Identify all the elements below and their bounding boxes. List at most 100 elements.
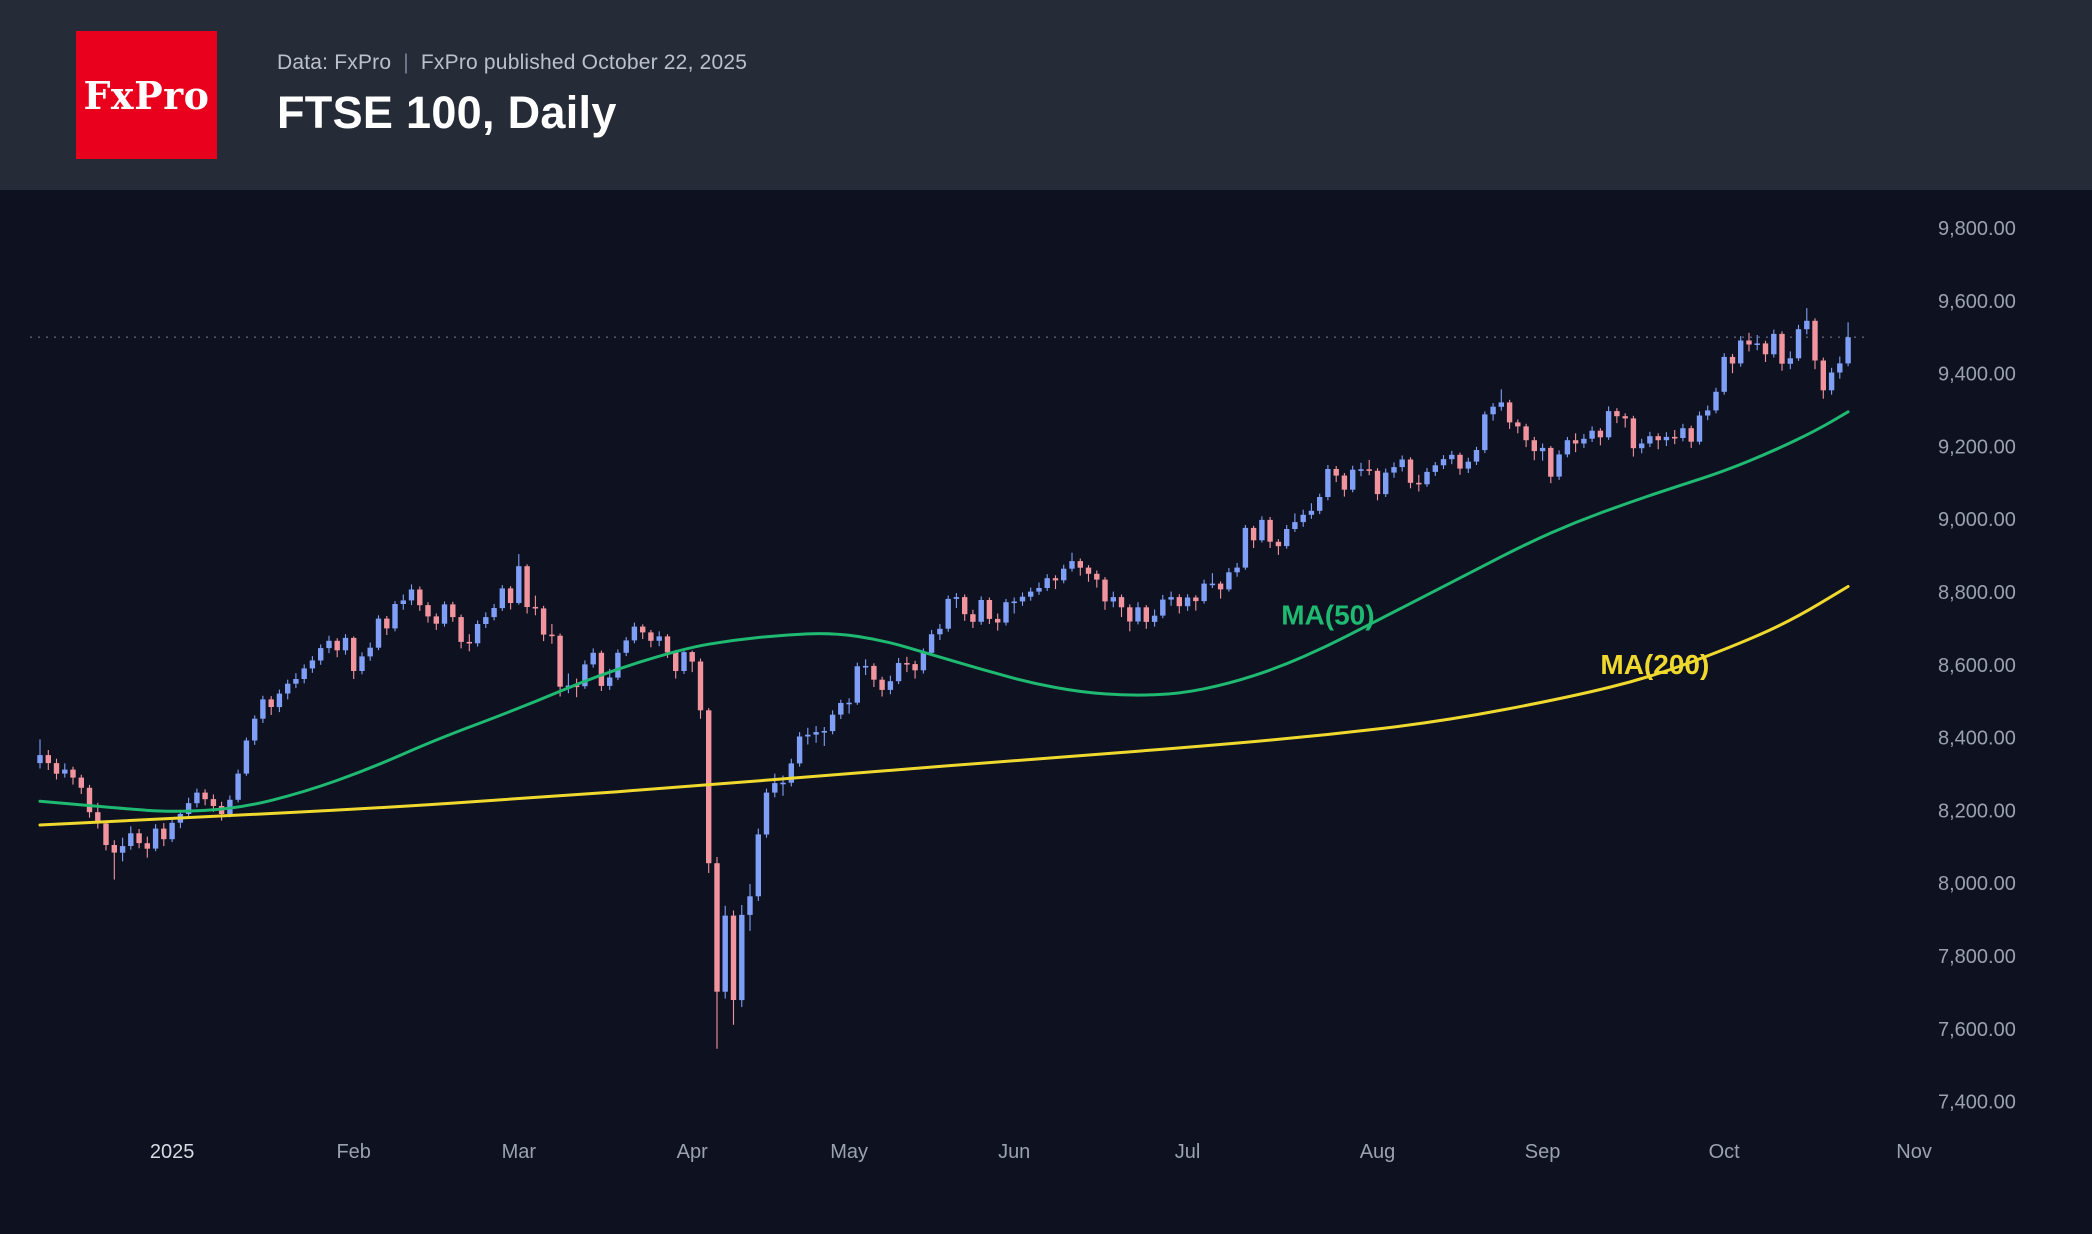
candle-body (1028, 591, 1034, 597)
y-axis-label[interactable]: 9,200.00 (1938, 436, 2016, 458)
x-axis-label[interactable]: Apr (677, 1141, 708, 1163)
candle-body (813, 732, 819, 735)
candle-body (549, 634, 555, 637)
candle-body (516, 566, 522, 603)
y-axis-label[interactable]: 7,800.00 (1938, 946, 2016, 968)
page-title: FTSE 100, Daily (277, 87, 617, 138)
x-axis-label[interactable]: Sep (1525, 1141, 1561, 1163)
y-axis-label[interactable]: 9,600.00 (1938, 291, 2016, 313)
candle-body (1812, 320, 1818, 361)
candle-body (1639, 443, 1645, 449)
candle-body (1729, 356, 1736, 364)
y-axis-label[interactable]: 8,200.00 (1938, 800, 2016, 822)
candle-body (128, 833, 134, 846)
candle-body (194, 792, 200, 804)
candle-body (1242, 527, 1249, 568)
candle-body (1102, 579, 1108, 602)
candle-body (1267, 519, 1273, 542)
candle-body (598, 652, 605, 686)
candle-body (1317, 497, 1323, 511)
candle-body (1539, 447, 1546, 452)
candle-body (1688, 428, 1694, 442)
candle-body (1383, 472, 1389, 495)
candle-body (640, 626, 646, 633)
candle-body (111, 845, 117, 853)
y-axis-label[interactable]: 9,400.00 (1938, 364, 2016, 386)
y-axis-label[interactable]: 9,800.00 (1938, 218, 2016, 240)
x-axis-label[interactable]: May (830, 1141, 868, 1163)
candle-body (1300, 514, 1306, 523)
candle-body (1135, 607, 1141, 622)
candle-body (1630, 418, 1637, 449)
candle-body (986, 600, 993, 619)
candle-body (260, 699, 266, 719)
candle-body (912, 664, 918, 671)
candle-body (1209, 583, 1216, 586)
x-axis-label[interactable]: 2025 (150, 1141, 195, 1163)
candle-body (582, 664, 588, 687)
y-axis-label[interactable]: 8,000.00 (1938, 873, 2016, 895)
candle-body (1754, 343, 1760, 345)
candle-body (309, 660, 316, 669)
candle-body (507, 588, 514, 603)
candle-body (95, 812, 101, 824)
candle-body (970, 614, 976, 622)
candle-body (293, 679, 299, 684)
candle-body (945, 598, 951, 629)
candle-body (1019, 596, 1026, 602)
y-axis-label[interactable]: 7,400.00 (1938, 1092, 2016, 1114)
candle-body (1416, 482, 1422, 485)
candle-body (392, 604, 398, 629)
candle-body (1482, 414, 1488, 451)
x-axis-label[interactable]: Nov (1896, 1141, 1932, 1163)
candle-body (1292, 522, 1298, 529)
candle-body (152, 828, 159, 849)
candle-body (169, 822, 175, 840)
candle-body (1548, 447, 1554, 477)
candle-body (285, 683, 291, 694)
candle-body (1036, 588, 1042, 592)
candle-body (788, 763, 794, 783)
candle-body (441, 604, 448, 624)
y-axis-label[interactable]: 8,400.00 (1938, 728, 2016, 750)
candle-body (1275, 541, 1282, 547)
candle-body (664, 636, 671, 653)
candle-body (1118, 597, 1125, 608)
y-axis-label[interactable]: 8,800.00 (1938, 582, 2016, 604)
candle-body (796, 736, 803, 764)
candle-body (829, 714, 836, 732)
y-axis-label[interactable]: 7,600.00 (1938, 1019, 2016, 1041)
candle-body (375, 618, 382, 648)
candle-body (1407, 459, 1414, 483)
candle-body (1531, 440, 1537, 452)
x-axis-label[interactable]: Aug (1360, 1141, 1396, 1163)
ma50-line (38, 410, 1850, 813)
candle-body (1168, 597, 1174, 600)
candle-body (648, 632, 654, 641)
candle-body (1787, 358, 1793, 364)
candle-body (359, 656, 365, 671)
x-axis-label[interactable]: Mar (502, 1141, 537, 1163)
candle-body (1440, 459, 1447, 466)
y-axis-label[interactable]: 8,600.00 (1938, 655, 2016, 677)
candle-body (210, 799, 217, 806)
candle-body (1284, 529, 1290, 547)
candle-body (400, 600, 406, 604)
candle-body (1465, 461, 1471, 469)
candle-body (623, 640, 629, 653)
x-axis-label[interactable]: Jun (998, 1141, 1030, 1163)
candle-body (1325, 469, 1331, 497)
price-chart[interactable]: MA(50) MA(200) 9,800.00 9,600.00 9,400.00 9,2… (0, 190, 2092, 1234)
chart-canvas[interactable]: MA(50) MA(200) 9,800.00 9,600.00 9,400.00 9,2… (0, 190, 2092, 1234)
candle-body (1449, 454, 1455, 460)
x-axis-label[interactable]: Jul (1175, 1141, 1201, 1163)
candle-body (144, 843, 150, 849)
candle-body (1234, 567, 1240, 573)
candle-body (1052, 578, 1059, 581)
candle-body (854, 666, 860, 703)
candle-body (301, 668, 307, 679)
y-axis-label[interactable]: 9,000.00 (1938, 509, 2016, 531)
candle-body (755, 834, 761, 897)
x-axis-label[interactable]: Oct (1709, 1141, 1741, 1163)
x-axis-label[interactable]: Feb (336, 1141, 370, 1163)
